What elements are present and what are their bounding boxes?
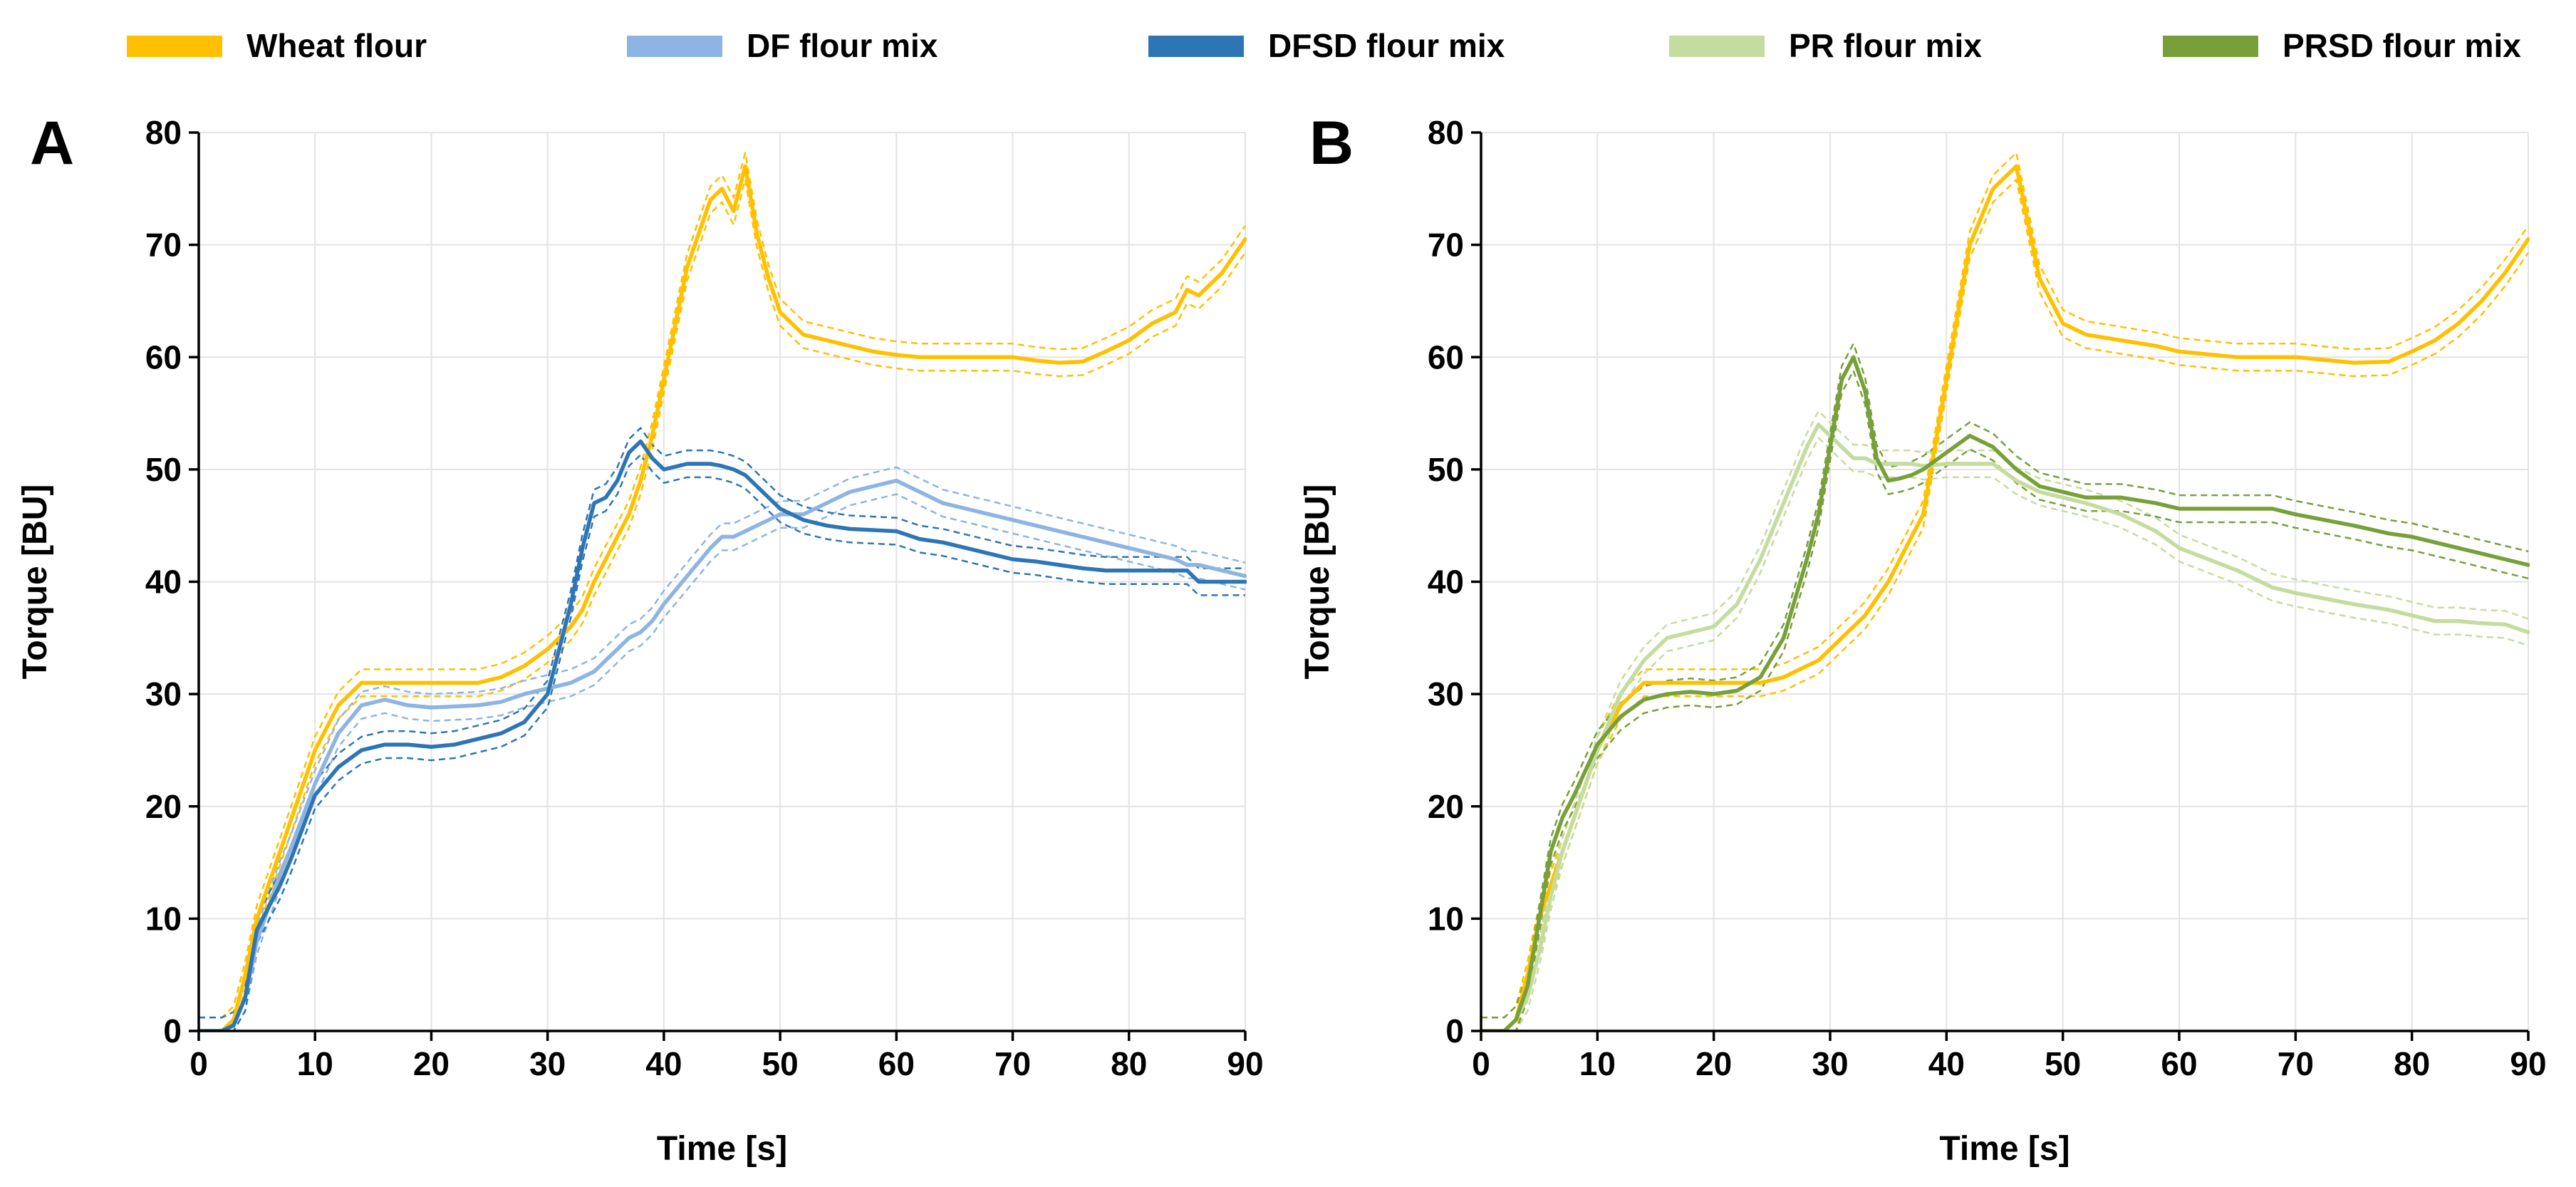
legend-label-pr-flour-mix: PR flour mix [1789, 27, 1982, 64]
panel-b: 0 10 20 30 40 50 60 70 80 0 10 20 30 40 50 60 70 80 90 Time… [1299, 109, 2547, 1168]
panel-a-ytick-label-0: 0 [163, 1012, 182, 1049]
panel-b-prsd-flour-mix-band-lower [1481, 369, 2529, 1031]
panel-b-pr-flour-mix-band-upper [1481, 410, 2529, 1019]
panel-b-ytick-label-70: 70 [1428, 227, 1464, 264]
panel-a-ytick-label-60: 60 [145, 338, 182, 375]
panel-a-df-flour-mix-band-lower [199, 493, 1246, 1031]
legend-swatch-prsd-flour-mix [2163, 36, 2258, 57]
panel-a-ytick-label-50: 50 [145, 451, 182, 488]
panel-b-xtick-label-90: 90 [2510, 1045, 2546, 1082]
panel-b-x-axis-title: Time [s] [1939, 1130, 2069, 1168]
panel-a-dfsd-flour-mix-band-upper [199, 427, 1245, 1019]
panel-b-xtick-label-70: 70 [2278, 1045, 2314, 1082]
panel-a-xtick-label-50: 50 [762, 1045, 799, 1082]
panel-a-xtick-label-80: 80 [1111, 1045, 1147, 1082]
panel-a-xtick-label-10: 10 [297, 1045, 333, 1082]
panel-b-xtick-label-20: 20 [1695, 1045, 1732, 1082]
panel-a-wheat-flour-band-lower [199, 178, 1247, 1031]
panel-b-xtick-label-0: 0 [1472, 1045, 1490, 1082]
legend: Wheat flour DF flour mix DFSD flour mix PR … [127, 27, 2521, 64]
panel-b-xtick-label-60: 60 [2161, 1045, 2197, 1082]
panel-b-wheat-flour-band-upper [1481, 152, 2530, 1019]
panel-a-xtick-label-30: 30 [529, 1045, 566, 1082]
panel-b-prsd-flour-mix-band-upper [1481, 343, 2529, 1019]
panel-b-ytick-label-0: 0 [1445, 1012, 1464, 1049]
panel-b-ytick-label-10: 10 [1428, 900, 1464, 937]
panel-b-ytick-label-50: 50 [1428, 451, 1464, 488]
panel-a-x-axis-title: Time [s] [657, 1130, 787, 1168]
legend-swatch-dfsd-flour-mix [1148, 36, 1244, 57]
panel-b-xtick-label-40: 40 [1928, 1045, 1965, 1082]
panel-a-df-flour-mix-band-upper [199, 466, 1246, 1019]
panel-a-dfsd-flour-mix-band-lower [199, 454, 1245, 1031]
panel-a-xtick-label-40: 40 [645, 1045, 682, 1082]
panel-a-dfsd-flour-mix-line [199, 439, 1247, 1031]
panel-a-xtick-label-60: 60 [878, 1045, 915, 1082]
panel-b-ytick-label-80: 80 [1428, 114, 1464, 151]
panel-a-ytick-label-30: 30 [145, 675, 182, 712]
panel-a-ytick-label-80: 80 [145, 114, 182, 151]
panel-b-wheat-flour-line [1481, 164, 2530, 1031]
panel-b-pr-flour-mix-line [1481, 423, 2530, 1031]
legend-swatch-wheat-flour [127, 36, 222, 57]
panel-a: 0 10 20 30 40 50 60 70 80 0 10 20 30 40 50 60 70 80 90 Time… [16, 109, 1264, 1168]
legend-label-wheat-flour: Wheat flour [246, 27, 427, 64]
panel-b-ytick-label-40: 40 [1428, 564, 1464, 601]
legend-label-prsd-flour-mix: PRSD flour mix [2282, 27, 2521, 64]
panel-a-wheat-flour-band-upper [199, 152, 1247, 1019]
panel-b-ytick-label-20: 20 [1428, 788, 1464, 825]
panel-a-label: A [30, 109, 74, 177]
panel-a-y-axis-title: Torque [BU] [16, 484, 54, 680]
panel-b-xtick-label-50: 50 [2045, 1045, 2081, 1082]
panel-a-ytick-label-20: 20 [145, 788, 182, 825]
panel-a-xtick-label-70: 70 [994, 1045, 1031, 1082]
panel-a-plot-area [199, 152, 1247, 1031]
panel-b-y-axis-title: Torque [BU] [1299, 484, 1336, 680]
panel-a-xtick-label-0: 0 [189, 1045, 208, 1082]
panel-a-ytick-label-70: 70 [145, 227, 182, 264]
panel-b-label: B [1309, 109, 1354, 177]
panel-b-xtick-label-30: 30 [1812, 1045, 1848, 1082]
panel-a-xtick-label-20: 20 [413, 1045, 450, 1082]
panel-b-prsd-flour-mix-line [1481, 355, 2530, 1031]
panel-b-ytick-label-30: 30 [1428, 675, 1464, 712]
panel-b-xtick-label-80: 80 [2394, 1045, 2430, 1082]
legend-swatch-df-flour-mix [627, 36, 722, 57]
legend-label-dfsd-flour-mix: DFSD flour mix [1268, 27, 1505, 64]
panel-a-ytick-label-10: 10 [145, 900, 182, 937]
legend-swatch-pr-flour-mix [1669, 36, 1765, 57]
legend-label-df-flour-mix: DF flour mix [747, 27, 938, 64]
panel-a-df-flour-mix-line [199, 478, 1247, 1031]
panel-a-wheat-flour-line [199, 164, 1247, 1031]
panel-a-xtick-label-90: 90 [1227, 1045, 1263, 1082]
panel-b-plot-area [1481, 152, 2530, 1031]
panel-b-xtick-label-10: 10 [1579, 1045, 1616, 1082]
panel-b-pr-flour-mix-band-lower [1481, 437, 2529, 1031]
panel-a-ytick-label-40: 40 [145, 564, 182, 601]
panel-b-ytick-label-60: 60 [1428, 338, 1464, 375]
